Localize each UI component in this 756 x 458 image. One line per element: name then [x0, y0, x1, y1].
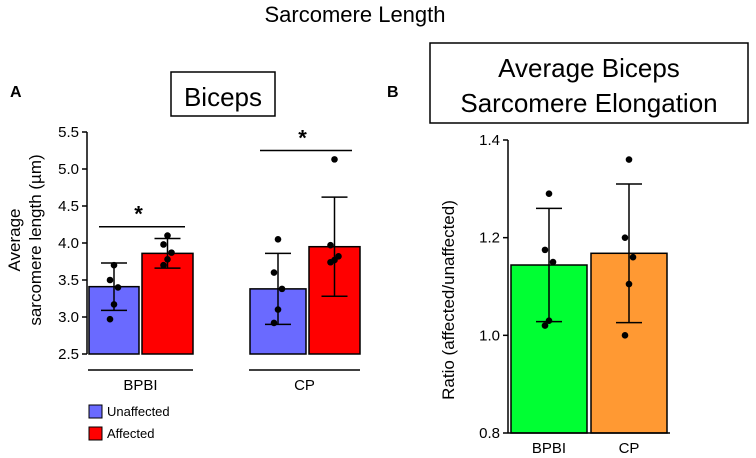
- panel-a-y-tick-label: 5.0: [58, 161, 79, 178]
- panel-a-title: Biceps: [184, 82, 262, 112]
- panel-a-ylabel-line2: sarcomere length (µm): [26, 154, 45, 325]
- panel-a-y-tick-label: 5.5: [58, 124, 79, 141]
- legend-swatch-affected: [88, 426, 103, 441]
- point-unaffected-cp-point: [278, 285, 286, 293]
- panel-a-y-tick-label: 2.5: [58, 346, 79, 363]
- panel-a-category-label: CP: [294, 377, 315, 394]
- panel-b-y-tick-label: 1.2: [479, 230, 500, 247]
- point-ratio-bpbi-point: [545, 190, 553, 198]
- point-affected-bpbi-point: [164, 255, 171, 263]
- significance-star-bpbi: *: [134, 202, 143, 227]
- point-unaffected-bpbi-point: [110, 261, 118, 269]
- point-affected-cp-point: [327, 258, 334, 266]
- panel-b-category-label: BPBI: [532, 440, 566, 457]
- panel-a-ylabel-line1: Average: [5, 208, 24, 271]
- point-ratio-cp-point: [621, 332, 629, 339]
- point-unaffected-cp-point: [274, 306, 282, 313]
- point-affected-cp-point: [327, 241, 334, 249]
- panel-a-y-tick-label: 4.0: [58, 235, 79, 252]
- point-ratio-bpbi-point: [545, 317, 553, 324]
- legend-label-unaffected: Unaffected: [107, 404, 170, 419]
- point-unaffected-cp-point: [270, 269, 278, 276]
- panel-b-y-tick-label: 1.4: [479, 132, 500, 149]
- legend-label-affected: Affected: [107, 426, 154, 441]
- point-affected-bpbi-point: [164, 232, 171, 239]
- panel-a-y-tick-label: 3.0: [58, 309, 79, 326]
- point-ratio-cp-point: [625, 280, 633, 288]
- panel-b-category-label: CP: [619, 440, 640, 457]
- point-ratio-bpbi-point: [541, 322, 549, 329]
- point-ratio-cp-point: [629, 253, 637, 261]
- panel-b-title-line2: Sarcomere Elongation: [460, 88, 717, 118]
- panel-b-title-box: [429, 42, 749, 124]
- point-unaffected-bpbi-point: [114, 284, 122, 291]
- significance-star-cp: *: [298, 126, 307, 151]
- point-ratio-bpbi-point: [549, 258, 557, 266]
- panel-a-category-label: BPBI: [123, 377, 157, 394]
- panel-b-y-tick-label: 1.0: [479, 327, 500, 344]
- point-unaffected-bpbi-point: [110, 301, 118, 308]
- point-affected-bpbi-point: [168, 249, 175, 256]
- point-unaffected-bpbi-point: [106, 315, 114, 323]
- figure-title: Sarcomere Length: [265, 2, 446, 27]
- point-ratio-bpbi-point: [541, 246, 549, 254]
- point-affected-bpbi-point: [160, 261, 167, 269]
- panel-b-y-tick-label: 0.8: [479, 425, 500, 442]
- panel-a-y-tick-label: 4.5: [58, 198, 79, 215]
- point-affected-bpbi-point: [160, 241, 167, 248]
- point-ratio-cp-point: [625, 156, 633, 163]
- panel-b-ylabel: Ratio (affected/unaffected): [439, 200, 458, 400]
- panel-b-label: B: [387, 84, 399, 101]
- legend-swatch-unaffected: [88, 404, 103, 419]
- panel-a-label: A: [10, 84, 22, 101]
- point-affected-cp-point: [331, 156, 338, 163]
- point-unaffected-bpbi-point: [106, 276, 114, 284]
- point-unaffected-cp-point: [270, 319, 278, 327]
- point-ratio-cp-point: [621, 234, 629, 241]
- bar-affected-cp: [308, 245, 361, 355]
- panel-b-title-line1: Average Biceps: [498, 53, 680, 83]
- panel-a-title-box: [170, 71, 276, 117]
- point-unaffected-cp-point: [274, 236, 282, 243]
- panel-a-y-tick-label: 3.5: [58, 272, 79, 289]
